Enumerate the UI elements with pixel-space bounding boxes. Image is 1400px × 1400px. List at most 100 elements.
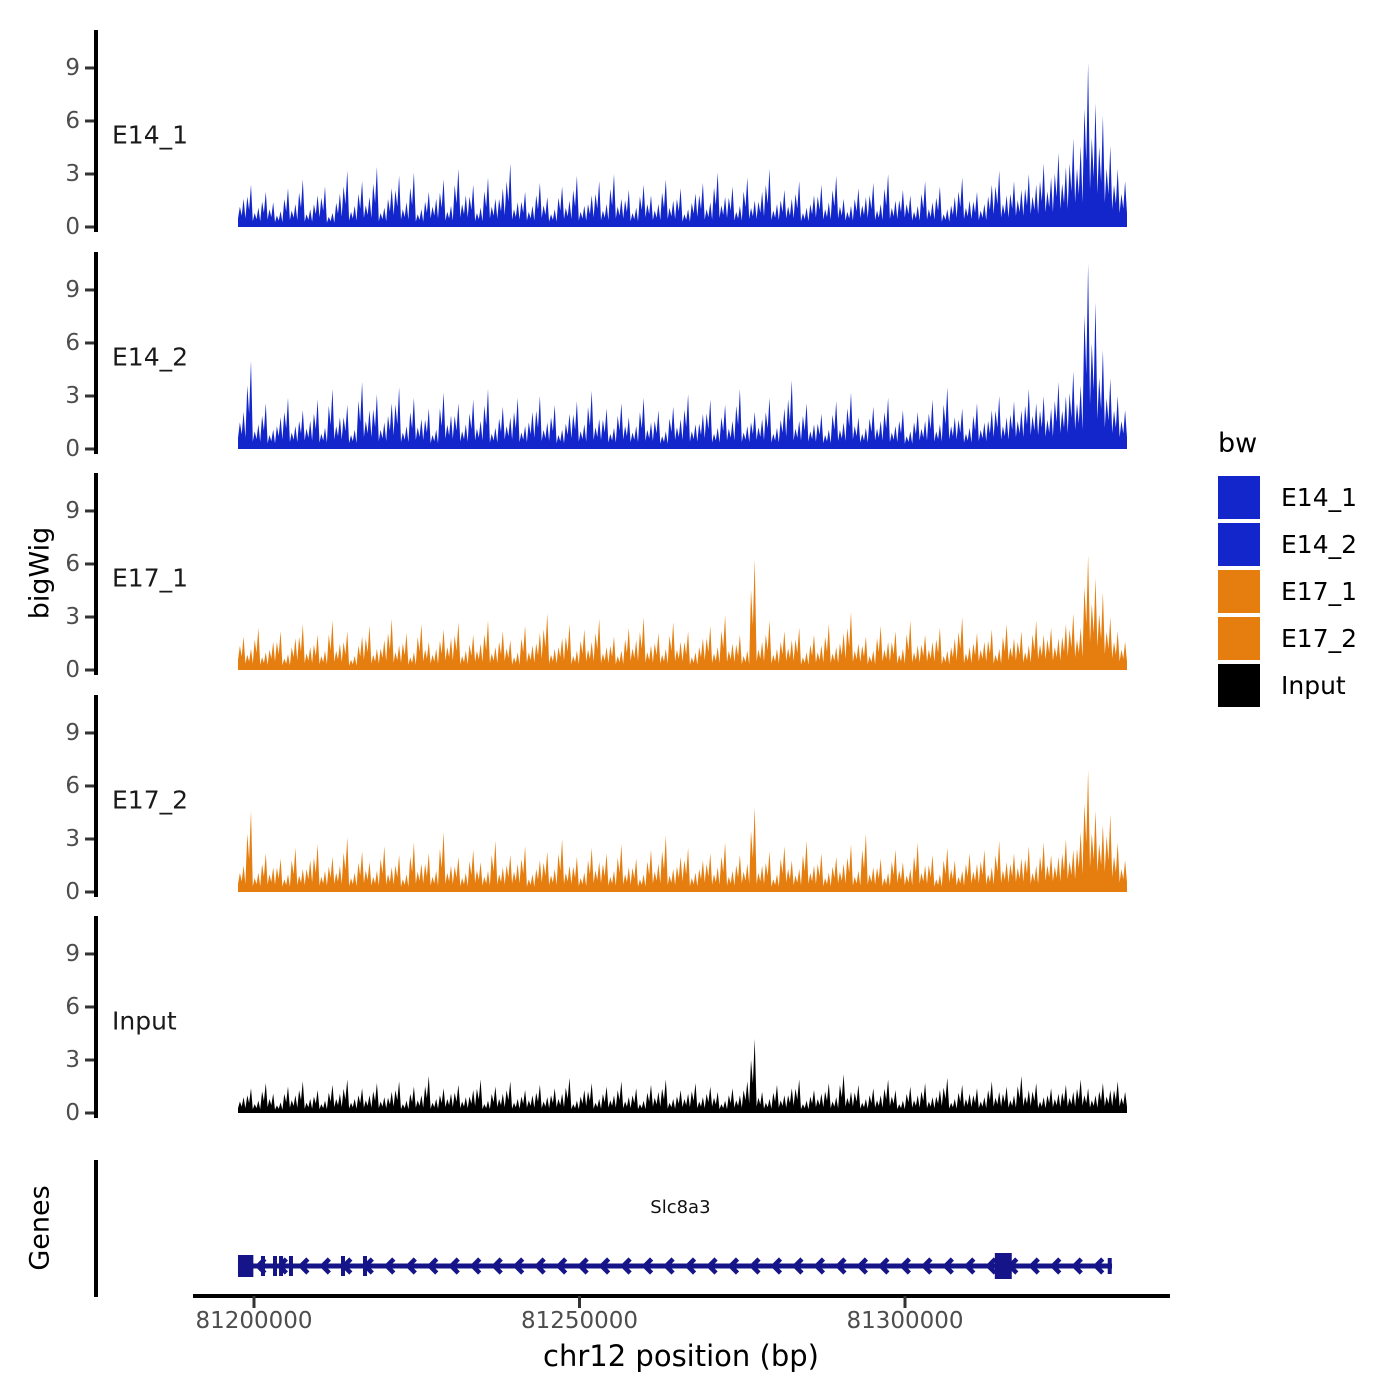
gene-strand-arrow-icon	[813, 1257, 826, 1275]
signal-area-E17_2	[238, 770, 1127, 892]
y-tick-label: 0	[65, 1100, 80, 1126]
gene-strand-arrow-icon	[1092, 1257, 1105, 1275]
legend-label: E14_1	[1281, 483, 1358, 512]
gene-name-label: Slc8a3	[650, 1197, 710, 1218]
legend-swatch-icon	[1218, 476, 1260, 519]
gene-strand-arrow-icon	[705, 1257, 718, 1275]
y-tick-label: 6	[65, 108, 80, 134]
y-tick-label: 6	[65, 551, 80, 577]
gene-strand-arrow-icon	[619, 1257, 632, 1275]
track-panel-E17_1: 0 3 6 9 E17_1	[65, 473, 1127, 683]
y-tick-label: 0	[65, 657, 80, 683]
gene-strand-arrow-icon	[469, 1257, 482, 1275]
track-panel-E17_2: 0 3 6 9 E17_2	[65, 695, 1127, 905]
legend-label: E17_1	[1281, 577, 1358, 606]
signal-area-Input	[238, 1038, 1127, 1113]
gene-strand-arrow-icon	[920, 1257, 933, 1275]
legend-title: bw	[1218, 428, 1258, 459]
legend-items: E14_1 E14_2 E17_1 E17_2 Input	[1218, 476, 1357, 707]
y-tick-label: 3	[65, 604, 80, 630]
y-tick-label: 9	[65, 277, 80, 303]
gene-exon-tick	[260, 1256, 265, 1276]
track-panel-Input: 0 3 6 9 Input	[65, 916, 1127, 1126]
signal-area-E17_1	[238, 555, 1127, 670]
gene-strand-arrow-icon	[534, 1257, 546, 1275]
legend: bw E14_1 E14_2 E17_1 E17_2 Input	[1218, 428, 1357, 711]
legend-swatch-icon	[1218, 617, 1260, 660]
gene-end-bar	[1107, 1258, 1112, 1274]
y-tick-label: 3	[65, 161, 80, 187]
track-label: E17_1	[112, 564, 188, 593]
legend-item-Input: Input	[1218, 664, 1357, 707]
gene-strand-arrow-icon	[405, 1257, 417, 1275]
y-tick-label: 3	[65, 1047, 80, 1073]
gene-strand-arrow-icon	[576, 1257, 589, 1275]
legend-label: Input	[1281, 671, 1346, 700]
gene-exon-tick	[340, 1256, 345, 1276]
legend-item-E14_2: E14_2	[1218, 523, 1357, 566]
x-tick-label: 81250000	[521, 1308, 638, 1334]
y-tick-label: 0	[65, 214, 80, 240]
gene-strand-arrow-icon	[1071, 1257, 1083, 1275]
gene-strand-arrow-icon	[942, 1257, 954, 1275]
gene-exon-tick	[272, 1256, 277, 1276]
track-panel-E14_2: 0 3 6 9 E14_2	[65, 252, 1127, 462]
y-tick-label: 6	[65, 773, 80, 799]
y-tick-label: 9	[65, 720, 80, 746]
gene-strand-arrow-icon	[426, 1257, 439, 1275]
gene-strand-arrow-icon	[877, 1257, 890, 1275]
gene-strand-arrow-icon	[448, 1257, 460, 1275]
track-label: E14_1	[112, 121, 188, 150]
y-tick-label: 0	[65, 879, 80, 905]
x-axis-title: chr12 position (bp)	[543, 1339, 819, 1373]
gene-strand-arrow-icon	[1049, 1257, 1062, 1275]
gene-exon-box	[994, 1253, 1012, 1279]
signal-area-E14_1	[238, 62, 1127, 228]
x-axis: 81200000 81250000 81300000	[193, 1294, 1170, 1334]
gene-strand-arrow-icon	[383, 1257, 396, 1275]
gene-strand-arrow-icon	[297, 1257, 310, 1275]
signal-area-E14_2	[238, 263, 1127, 449]
gene-exon-tick	[362, 1256, 367, 1276]
gene-strand-arrow-icon	[319, 1257, 331, 1275]
y-tick-label: 9	[65, 55, 80, 81]
track-label: E14_2	[112, 343, 188, 372]
gene-strand-arrow-icon	[791, 1257, 804, 1275]
gene-strand-arrow-icon	[748, 1257, 761, 1275]
y-tick-label: 3	[65, 383, 80, 409]
y-tick-label: 9	[65, 498, 80, 524]
gene-strand-arrow-icon	[598, 1257, 611, 1275]
gene-exon-tick	[279, 1256, 284, 1276]
gene-strand-arrow-icon	[512, 1257, 525, 1275]
x-tick-label: 81200000	[195, 1308, 312, 1334]
track-panel-E14_1: 0 3 6 9 E14_1	[65, 30, 1127, 240]
gene-strand-arrow-icon	[856, 1257, 869, 1275]
legend-swatch-icon	[1218, 664, 1260, 707]
legend-swatch-icon	[1218, 523, 1260, 566]
track-label: Input	[112, 1007, 177, 1036]
legend-item-E14_1: E14_1	[1218, 476, 1357, 519]
gene-strand-arrow-icon	[1028, 1257, 1040, 1275]
gene-strand-arrow-icon	[770, 1257, 783, 1275]
legend-item-E17_2: E17_2	[1218, 617, 1357, 660]
gene-strand-arrow-icon	[491, 1257, 503, 1275]
gene-strand-arrow-icon	[985, 1257, 997, 1275]
gene-strand-arrow-icon	[963, 1257, 976, 1275]
track-label: E17_2	[112, 786, 188, 815]
legend-item-E17_1: E17_1	[1218, 570, 1357, 613]
y-tick-label: 0	[65, 436, 80, 462]
legend-label: E17_2	[1281, 624, 1358, 653]
y-tick-label: 9	[65, 941, 80, 967]
legend-label: E14_2	[1281, 530, 1358, 559]
legend-swatch-icon	[1218, 570, 1260, 613]
gene-exon-tick	[288, 1256, 293, 1276]
gene-strand-arrow-icon	[727, 1257, 740, 1275]
gene-strand-arrow-icon	[684, 1257, 697, 1275]
gene-exon-box	[237, 1255, 254, 1277]
gene-strand-arrow-icon	[555, 1257, 568, 1275]
x-tick-label: 81300000	[846, 1308, 963, 1334]
gene-strand-arrow-icon	[662, 1257, 675, 1275]
y-tick-label: 6	[65, 994, 80, 1020]
